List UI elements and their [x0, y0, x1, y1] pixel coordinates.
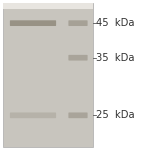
Text: 25  kDa: 25 kDa: [96, 110, 135, 120]
FancyBboxPatch shape: [10, 112, 56, 118]
Bar: [3, 3, 93, 147]
Bar: [3, 3, 93, 9]
FancyBboxPatch shape: [10, 20, 56, 26]
FancyBboxPatch shape: [68, 112, 88, 118]
Text: 45  kDa: 45 kDa: [96, 18, 135, 28]
FancyBboxPatch shape: [68, 55, 88, 61]
FancyBboxPatch shape: [68, 20, 88, 26]
Text: 35  kDa: 35 kDa: [96, 53, 135, 63]
